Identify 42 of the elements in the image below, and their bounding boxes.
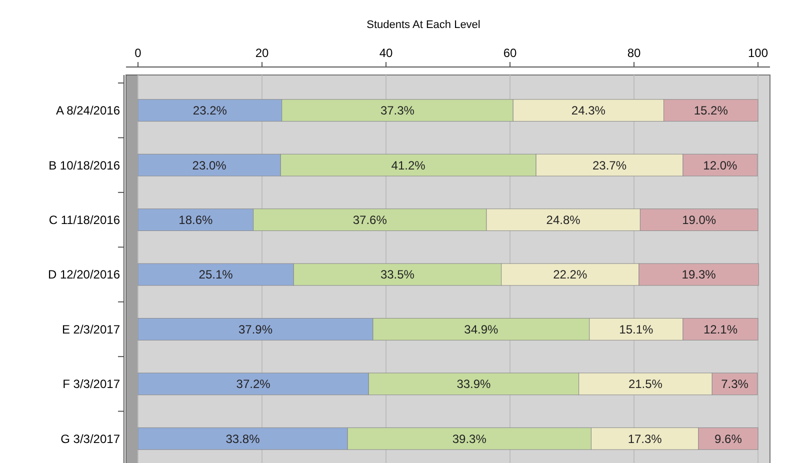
data-label: 39.3% [452,432,487,446]
data-label: 19.3% [682,268,716,282]
data-label: 25.1% [198,268,234,282]
y-tick-label: C 11/18/2016 [48,212,120,227]
y-tick-label: F 3/3/2017 [62,377,120,392]
data-label: 41.2% [391,158,426,172]
data-label: 37.2% [236,377,271,392]
data-label: 7.3% [721,377,749,392]
y-tick-label: D 12/20/2016 [48,268,120,282]
x-tick-label: 0 [134,46,142,60]
data-label: 37.9% [238,322,273,336]
x-tick-label: 60 [503,46,517,60]
data-label: 24.3% [571,104,606,118]
data-label: 19.0% [682,212,716,227]
data-label: 23.2% [192,104,228,118]
data-label: 23.7% [592,158,627,172]
data-label: 33.8% [226,432,260,446]
y-tick-label: B 10/18/2016 [48,158,120,172]
data-label: 33.9% [456,377,492,392]
data-label: 21.5% [628,377,663,392]
data-label: 15.2% [694,104,728,118]
data-label: 24.8% [546,212,581,227]
x-tick-label: 20 [255,46,269,60]
data-label: 15.1% [619,322,654,336]
data-label: 12.1% [703,322,738,336]
x-tick-label: 100 [748,46,768,60]
y-tick-label: A 8/24/2016 [56,104,120,118]
y-tick-label: E 2/3/2017 [62,322,120,336]
data-label: 37.6% [352,212,388,227]
data-label: 22.2% [553,268,588,282]
data-label: 33.5% [380,268,415,282]
x-tick-label: 40 [379,46,393,60]
data-label: 37.3% [380,104,415,118]
data-label: 23.0% [192,158,227,172]
chart-title: Students At Each Level [366,19,480,31]
x-tick-label: 80 [627,46,641,60]
data-label: 9.6% [714,432,742,446]
data-label: 34.9% [464,322,499,336]
y-tick-label: G 3/3/2017 [60,432,120,446]
data-label: 18.6% [178,212,213,227]
data-label: 17.3% [628,432,662,446]
data-label: 12.0% [703,158,738,172]
